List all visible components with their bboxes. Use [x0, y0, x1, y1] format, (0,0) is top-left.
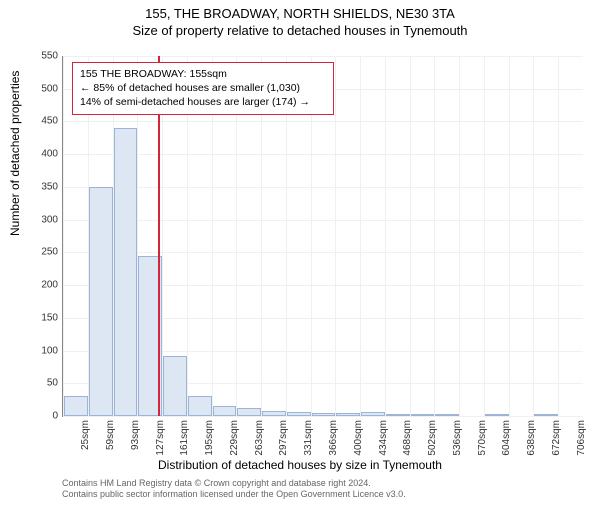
gridline-h: [63, 154, 583, 155]
x-tick-label: 706sqm: [576, 420, 587, 460]
histogram-bar: [435, 414, 459, 416]
histogram-bar: [336, 413, 360, 416]
gridline-v: [410, 56, 411, 416]
histogram-bar: [287, 412, 311, 416]
gridline-v: [459, 56, 460, 416]
x-tick-label: 366sqm: [328, 420, 339, 460]
histogram-bar: [534, 414, 558, 416]
histogram-bar: [361, 412, 385, 416]
histogram-bar: [411, 414, 435, 416]
histogram-bar: [312, 413, 336, 416]
x-tick-label: 536sqm: [452, 420, 463, 460]
histogram-bar: [163, 356, 187, 416]
x-tick-label: 127sqm: [155, 420, 166, 460]
y-tick-label: 500: [8, 83, 58, 94]
callout-line2: ← 85% of detached houses are smaller (1,…: [80, 81, 326, 95]
y-tick-label: 400: [8, 149, 58, 160]
x-tick-label: 468sqm: [402, 420, 413, 460]
y-tick-label: 250: [8, 247, 58, 258]
y-tick-label: 0: [8, 411, 58, 422]
x-tick-label: 25sqm: [80, 420, 91, 460]
histogram-bar: [237, 408, 261, 416]
x-tick-label: 400sqm: [353, 420, 364, 460]
histogram-bar: [485, 414, 509, 416]
y-tick-label: 100: [8, 345, 58, 356]
gridline-v: [335, 56, 336, 416]
gridline-v: [533, 56, 534, 416]
gridline-h: [63, 252, 583, 253]
gridline-v: [63, 56, 64, 416]
callout-line3: 14% of semi-detached houses are larger (…: [80, 95, 326, 109]
y-tick-label: 450: [8, 116, 58, 127]
histogram-bar: [64, 396, 88, 416]
page-title: 155, THE BROADWAY, NORTH SHIELDS, NE30 3…: [0, 6, 600, 21]
gridline-h: [63, 121, 583, 122]
x-tick-label: 570sqm: [477, 420, 488, 460]
y-tick-label: 550: [8, 51, 58, 62]
histogram-bar: [262, 411, 286, 416]
y-tick-label: 200: [8, 280, 58, 291]
y-tick-label: 350: [8, 181, 58, 192]
x-tick-label: 638sqm: [526, 420, 537, 460]
gridline-v: [509, 56, 510, 416]
x-tick-label: 297sqm: [278, 420, 289, 460]
histogram-bar: [386, 414, 410, 416]
x-tick-label: 263sqm: [254, 420, 265, 460]
gridline-v: [484, 56, 485, 416]
histogram-bar: [213, 406, 237, 416]
x-axis-label: Distribution of detached houses by size …: [0, 458, 600, 472]
gridline-h: [63, 187, 583, 188]
footer-attribution: Contains HM Land Registry data © Crown c…: [62, 478, 406, 501]
gridline-v: [558, 56, 559, 416]
x-tick-label: 604sqm: [501, 420, 512, 460]
x-tick-label: 93sqm: [130, 420, 141, 460]
y-tick-label: 50: [8, 378, 58, 389]
gridline-v: [434, 56, 435, 416]
x-tick-label: 59sqm: [105, 420, 116, 460]
gridline-v: [385, 56, 386, 416]
histogram-bar: [89, 187, 113, 416]
gridline-h: [63, 56, 583, 57]
y-tick-label: 300: [8, 214, 58, 225]
histogram-bar: [188, 396, 212, 416]
y-tick-label: 150: [8, 312, 58, 323]
x-tick-label: 502sqm: [427, 420, 438, 460]
gridline-v: [360, 56, 361, 416]
histogram-bar: [114, 128, 138, 416]
page-subtitle: Size of property relative to detached ho…: [0, 23, 600, 38]
x-tick-label: 229sqm: [229, 420, 240, 460]
x-tick-label: 434sqm: [378, 420, 389, 460]
x-tick-label: 672sqm: [551, 420, 562, 460]
gridline-h: [63, 220, 583, 221]
footer-line2: Contains public sector information licen…: [62, 489, 406, 500]
x-tick-label: 331sqm: [303, 420, 314, 460]
callout-line1: 155 THE BROADWAY: 155sqm: [80, 67, 326, 81]
x-tick-label: 161sqm: [179, 420, 190, 460]
x-tick-label: 195sqm: [204, 420, 215, 460]
callout-box: 155 THE BROADWAY: 155sqm← 85% of detache…: [72, 62, 334, 115]
gridline-h: [63, 416, 583, 417]
footer-line1: Contains HM Land Registry data © Crown c…: [62, 478, 406, 489]
